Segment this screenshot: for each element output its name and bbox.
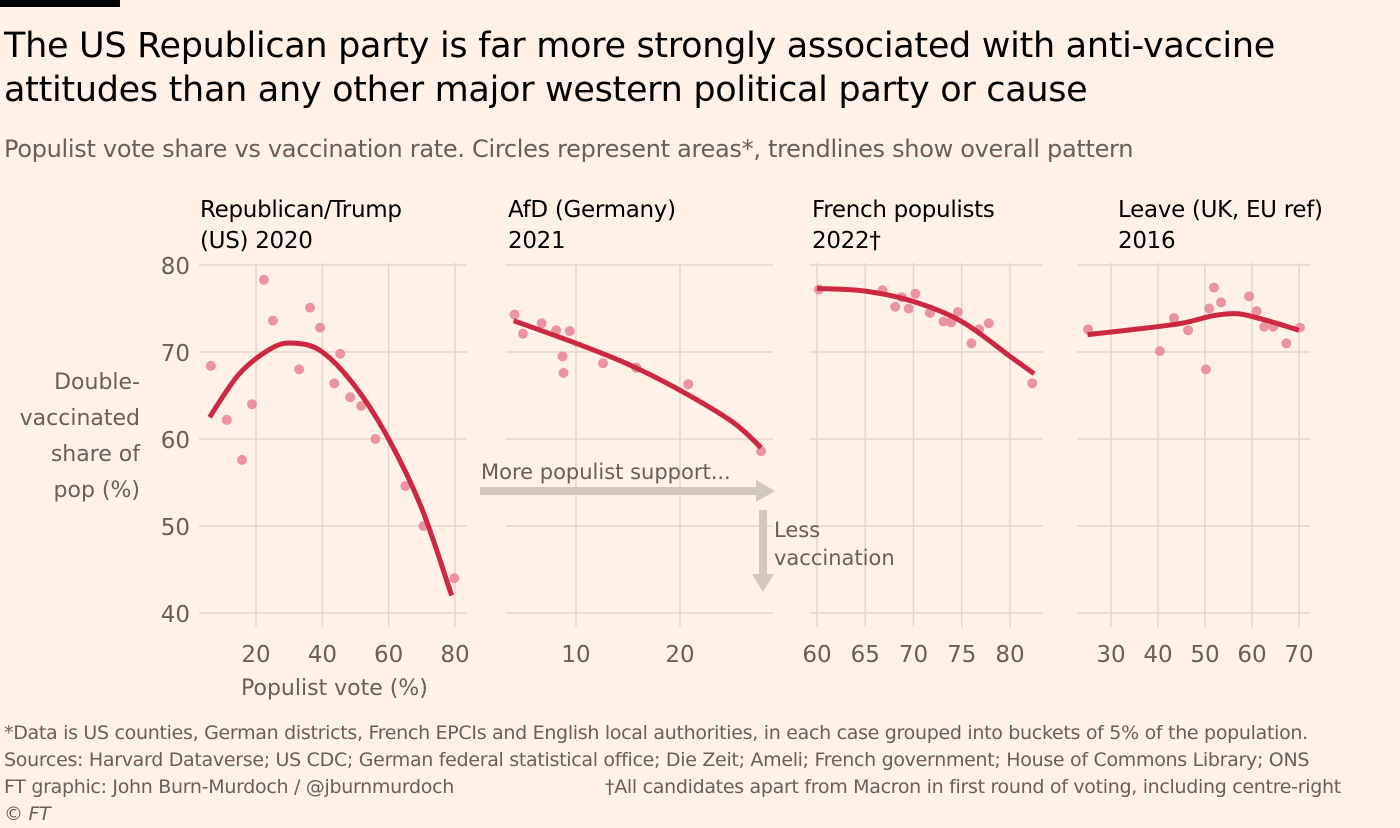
data-point <box>1154 346 1165 357</box>
data-point <box>517 328 528 339</box>
data-point <box>557 351 568 362</box>
data-point <box>536 318 547 329</box>
data-point <box>258 274 269 285</box>
trendline <box>1087 311 1300 338</box>
data-point <box>221 414 232 425</box>
x-tick-label: 30 <box>1096 642 1125 668</box>
x-tick-label: 40 <box>308 642 337 668</box>
panel-title-germany: AfD (Germany) 2021 <box>508 197 676 254</box>
data-point <box>205 360 216 371</box>
data-point <box>237 454 248 465</box>
x-tick-label: 75 <box>947 642 976 668</box>
x-tick-label: 40 <box>1143 642 1172 668</box>
y-tick-label: 40 <box>161 602 190 628</box>
data-point <box>335 348 346 359</box>
y-tick-label: 70 <box>161 341 190 367</box>
sources: Sources: Harvard Dataverse; US CDC; Germ… <box>4 749 1310 771</box>
x-axis-label: Populist vote (%) <box>241 676 428 701</box>
data-point <box>305 302 316 313</box>
credit: FT graphic: John Burn-Murdoch / @jburnmu… <box>4 776 454 798</box>
data-point <box>598 358 609 369</box>
y-tick-label: 80 <box>161 254 190 280</box>
data-point <box>558 367 569 378</box>
data-point <box>370 434 381 444</box>
data-point <box>1168 313 1179 324</box>
x-tick-label: 50 <box>1190 642 1219 668</box>
data-point <box>1251 306 1262 317</box>
data-point <box>910 288 921 299</box>
data-point <box>1215 297 1226 308</box>
panel-title-us: Republican/Trump (US) 2020 <box>200 197 402 254</box>
trendline <box>207 340 455 597</box>
data-point <box>356 400 367 411</box>
ft-brand-bar <box>0 0 120 7</box>
less-vaccination-arrowhead <box>752 574 774 592</box>
copyright: © FT <box>4 803 51 825</box>
x-tick-label: 60 <box>374 642 403 668</box>
data-point <box>1027 378 1038 389</box>
annotation-more-support: More populist support... <box>481 460 731 484</box>
data-point <box>1244 291 1255 302</box>
data-point <box>983 318 994 329</box>
x-tick-label: 80 <box>440 642 469 668</box>
trendline <box>512 318 763 450</box>
data-point <box>952 306 963 317</box>
y-axis-label: Double- vaccinated share of pop (%) <box>19 370 140 503</box>
trendline <box>816 285 1036 376</box>
data-point <box>966 338 977 349</box>
data-point <box>509 309 520 320</box>
x-tick-label: 70 <box>1284 642 1313 668</box>
data-point <box>315 322 326 333</box>
dagger-note: †All candidates apart from Macron in fir… <box>605 776 1341 798</box>
data-point <box>1208 282 1219 293</box>
data-point <box>1183 325 1194 336</box>
x-tick-label: 80 <box>995 642 1024 668</box>
x-tick-label: 10 <box>561 642 590 668</box>
data-point <box>449 573 460 584</box>
panel-title-uk: Leave (UK, EU ref) 2016 <box>1118 197 1323 254</box>
y-tick-label: 60 <box>161 428 190 454</box>
chart-title: The US Republican party is far more stro… <box>4 26 1275 110</box>
x-tick-label: 60 <box>802 642 831 668</box>
data-point <box>400 480 411 491</box>
x-tick-label: 65 <box>851 642 880 668</box>
data-point <box>294 364 305 375</box>
y-tick-label: 50 <box>161 515 190 541</box>
data-point <box>345 392 356 403</box>
annotation-vaccination: vaccination <box>774 546 895 570</box>
data-point <box>1200 364 1211 375</box>
populist-support-arrowhead <box>756 480 775 502</box>
chart-subtitle: Populist vote share vs vaccination rate.… <box>4 135 1134 163</box>
annotation-less: Less <box>774 518 820 542</box>
data-point <box>1204 303 1215 314</box>
data-point <box>247 399 258 410</box>
data-point <box>267 315 278 326</box>
panel-title-france: French populists 2022† <box>812 197 995 254</box>
x-tick-label: 70 <box>899 642 928 668</box>
data-point <box>564 326 575 337</box>
x-tick-label: 60 <box>1237 642 1266 668</box>
data-point <box>1259 321 1270 332</box>
data-point <box>890 301 901 312</box>
data-point <box>903 303 914 314</box>
data-point <box>329 378 340 389</box>
data-point <box>938 316 949 327</box>
data-point <box>683 379 694 390</box>
x-tick-label: 20 <box>241 642 270 668</box>
data-point <box>1281 338 1292 349</box>
x-tick-label: 20 <box>665 642 694 668</box>
footnote: *Data is US counties, German districts, … <box>4 722 1308 744</box>
